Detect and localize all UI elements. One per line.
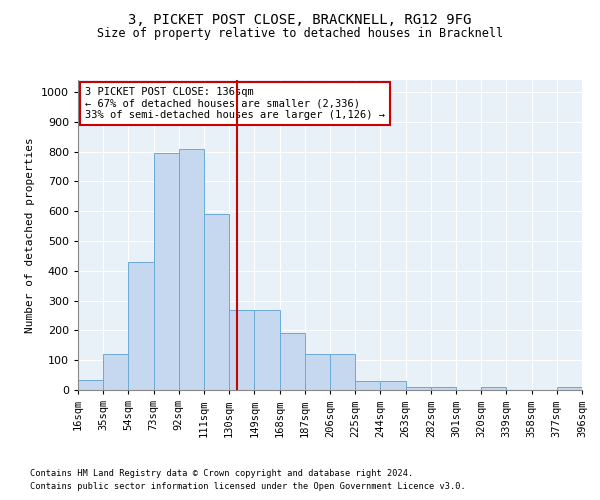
Bar [254,310,280,390]
Bar [481,387,506,390]
Y-axis label: Number of detached properties: Number of detached properties [25,137,35,333]
Bar [128,262,154,390]
Text: Contains HM Land Registry data © Crown copyright and database right 2024.: Contains HM Land Registry data © Crown c… [30,468,413,477]
Bar [78,380,103,390]
Text: 3 PICKET POST CLOSE: 136sqm
← 67% of detached houses are smaller (2,336)
33% of : 3 PICKET POST CLOSE: 136sqm ← 67% of det… [85,87,385,120]
Bar [380,381,406,390]
Bar [179,148,204,390]
Bar [280,334,305,390]
Text: Contains public sector information licensed under the Open Government Licence v3: Contains public sector information licen… [30,482,466,491]
Bar [330,354,355,390]
Bar [103,354,128,390]
Bar [431,387,456,390]
Text: 3, PICKET POST CLOSE, BRACKNELL, RG12 9FG: 3, PICKET POST CLOSE, BRACKNELL, RG12 9F… [128,12,472,26]
Bar [355,381,380,390]
Bar [204,214,229,390]
Bar [154,153,179,390]
Bar [557,387,582,390]
Bar [305,354,330,390]
Bar [229,310,254,390]
Bar [406,387,431,390]
Text: Size of property relative to detached houses in Bracknell: Size of property relative to detached ho… [97,28,503,40]
